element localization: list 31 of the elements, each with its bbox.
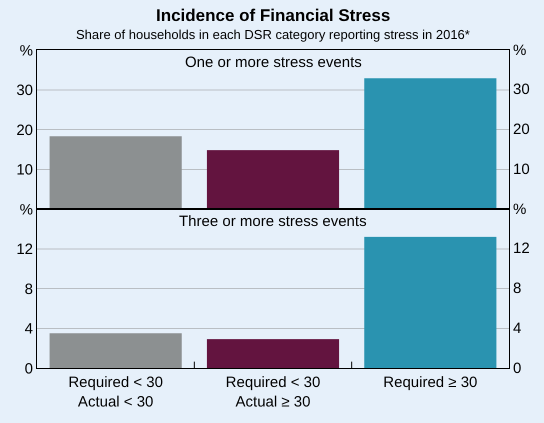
x-tick-label: Required ≥ 30 — [383, 374, 478, 391]
y2-tick-label: 8 — [513, 280, 522, 297]
y2-tick-label: 4 — [513, 320, 522, 337]
y2-tick-label: 30 — [513, 81, 530, 98]
bar — [206, 150, 340, 209]
y2-tick-label: 10 — [513, 161, 530, 178]
text: Share of households in each DSR category reporting stress in 2016* — [76, 27, 470, 42]
y2-tick-label: % — [513, 201, 526, 218]
x-tick-label: Required < 30 Actual ≥ 30 — [226, 374, 320, 410]
chart-title: One or more stress events — [185, 54, 362, 71]
y2-tick-label: 0 — [513, 360, 522, 377]
text: Incidence of Financial Stress — [156, 6, 390, 25]
x-tick-label: Required < 30 Actual < 30 — [68, 374, 163, 410]
y2-tick-label: 12 — [513, 240, 530, 257]
y-tick-label: % — [20, 201, 33, 218]
y2-tick-label: % — [513, 42, 526, 59]
y2-tick-label: 20 — [513, 121, 530, 138]
bar — [364, 236, 496, 368]
y-tick-label: 30 — [16, 82, 33, 99]
bar — [50, 136, 182, 209]
chart-title: Three or more stress events — [179, 213, 367, 230]
y-tick-label: 0 — [24, 360, 33, 378]
y-tick-label: 12 — [16, 241, 33, 258]
y-tick-label: % — [20, 42, 33, 60]
y-tick-label: 20 — [16, 122, 33, 139]
y-tick-label: 10 — [16, 162, 33, 178]
bar — [364, 78, 496, 209]
bar — [206, 339, 340, 368]
bar — [50, 333, 182, 368]
y-tick-label: 8 — [24, 280, 33, 298]
y-tick-label: 4 — [24, 320, 33, 338]
